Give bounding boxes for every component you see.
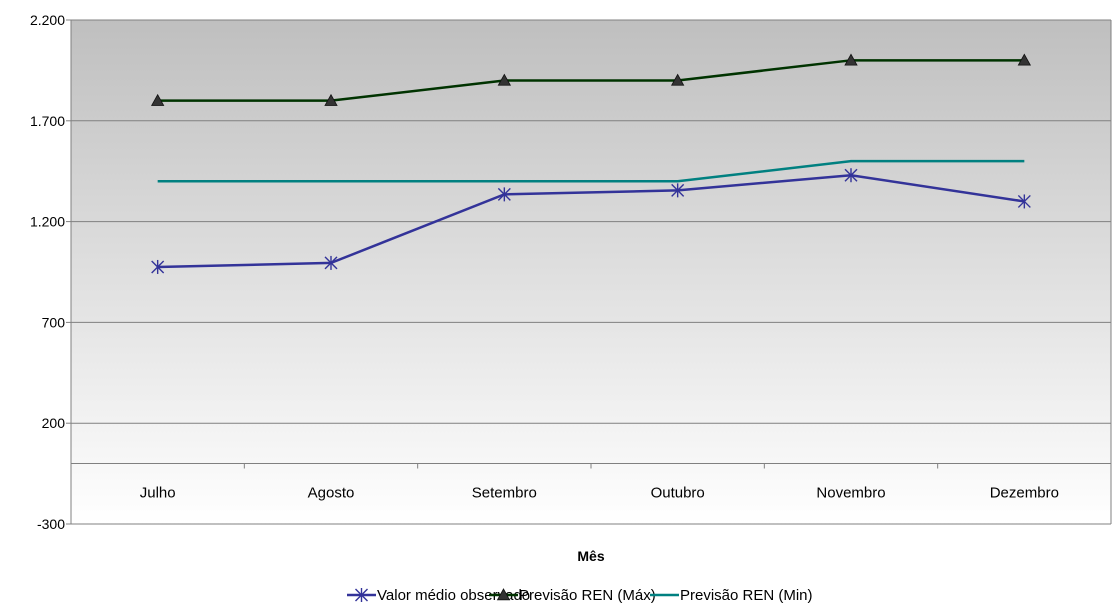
- x-tick-label: Outubro: [651, 485, 705, 502]
- x-tick-label: Setembro: [472, 485, 537, 502]
- legend-label: Valor médio observado: [377, 587, 530, 604]
- y-tick-label: 1.200: [30, 214, 65, 230]
- data-point: [324, 93, 338, 106]
- plot-area: [71, 20, 1111, 524]
- legend-marker: [355, 588, 368, 602]
- series-previs-o-ren-min-: [157, 159, 1025, 183]
- series: [150, 53, 1032, 274]
- data-point: [324, 255, 338, 270]
- y-tick-label: 700: [42, 314, 66, 330]
- y-tick-label: 1.700: [30, 113, 65, 129]
- x-tick-label: Agosto: [308, 485, 355, 502]
- data-point: [151, 259, 165, 274]
- data-point: [1017, 53, 1032, 66]
- series-line: [157, 159, 1025, 183]
- series-line: [157, 59, 1025, 102]
- data-point: [497, 187, 511, 202]
- legend-item: Valor médio observado: [347, 587, 530, 604]
- data-point: [150, 93, 165, 106]
- legend-label: Previsão REN (Máx): [519, 587, 656, 604]
- y-tick-label: 200: [42, 415, 66, 431]
- axis-labels: -300 200 700 1.200 1.700 2.200 Julho Agosto Sete…: [30, 12, 1059, 532]
- series-previs-o-ren-m-x-: [150, 53, 1032, 106]
- legend-item: Previsão REN (Min): [650, 587, 813, 604]
- series-line: [157, 173, 1025, 269]
- legend-label: Previsão REN (Min): [680, 587, 813, 604]
- data-point: [670, 73, 685, 86]
- y-tick-label: -300: [37, 516, 65, 532]
- data-point: [844, 53, 858, 66]
- legend-item: Previsão REN (Máx): [489, 587, 656, 604]
- x-tick-label: Novembro: [816, 485, 885, 502]
- x-tick-label: Dezembro: [990, 485, 1059, 502]
- y-tick-label: 2.200: [30, 12, 65, 28]
- legend-marker: [496, 588, 511, 601]
- series-valor-m-dio-observado: [151, 168, 1031, 274]
- data-point: [844, 168, 858, 183]
- data-point: [671, 183, 685, 198]
- axes: [70, 20, 1112, 524]
- x-tick-label: Julho: [140, 485, 176, 502]
- data-point: [1017, 194, 1031, 209]
- x-axis-title: Mês: [577, 548, 604, 564]
- gridlines: [66, 19, 1111, 525]
- data-point: [497, 73, 512, 86]
